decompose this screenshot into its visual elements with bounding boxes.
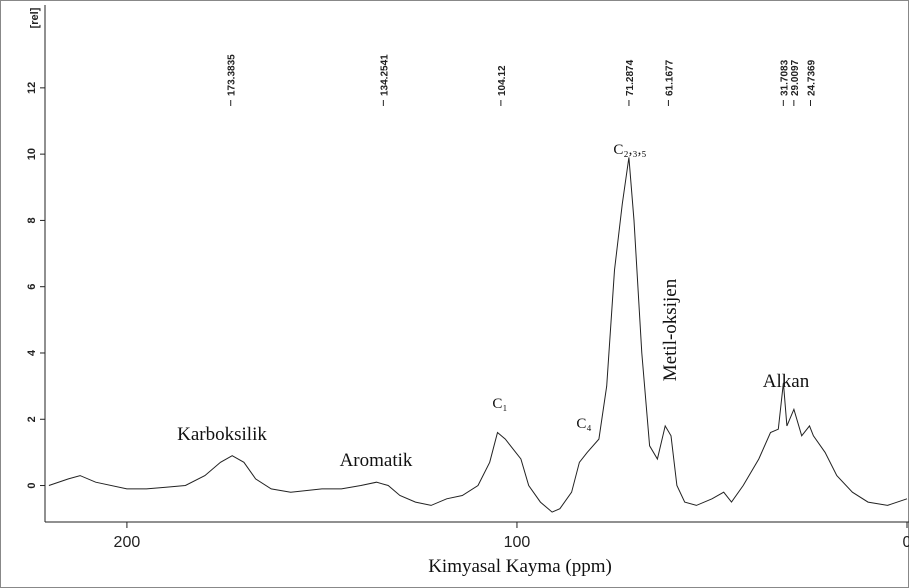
y-tick-label: 8 — [26, 217, 38, 223]
y-tick-label: 2 — [26, 416, 38, 422]
peak-label: 173.3835 — [227, 54, 238, 96]
annotation: Metil-oksijen — [660, 278, 681, 381]
y-axis-label: [rel] — [29, 7, 41, 28]
y-tick-label: 4 — [26, 349, 38, 356]
peak-label: 29.0097 — [790, 59, 801, 96]
x-axis-label: Kimyasal Kayma (ppm) — [428, 556, 612, 577]
peak-label: 104.12 — [497, 65, 508, 96]
y-tick-label: 6 — [26, 284, 38, 290]
peak-label: 134.2541 — [379, 54, 390, 96]
annotation: Aromatik — [340, 450, 413, 471]
annotation: C₂,₃,₅ — [613, 142, 646, 158]
annotation: C₁ — [492, 396, 507, 412]
x-tick-label: 200 — [114, 534, 141, 551]
peak-label: 61.1677 — [664, 59, 675, 96]
peak-label: 71.2874 — [625, 59, 636, 96]
annotation: C₄ — [576, 416, 591, 432]
y-tick-label: 0 — [26, 482, 38, 488]
annotation: Alkan — [763, 371, 810, 392]
y-tick-label: 12 — [26, 82, 38, 94]
peak-label: 24.7369 — [807, 59, 818, 96]
peak-label: 31.7083 — [779, 59, 790, 96]
spectrum-line — [48, 157, 908, 513]
x-tick-label: 0 — [903, 534, 909, 551]
annotation: Karboksilik — [177, 424, 267, 445]
x-tick-label: 100 — [504, 534, 531, 551]
y-tick-label: 10 — [26, 148, 38, 160]
